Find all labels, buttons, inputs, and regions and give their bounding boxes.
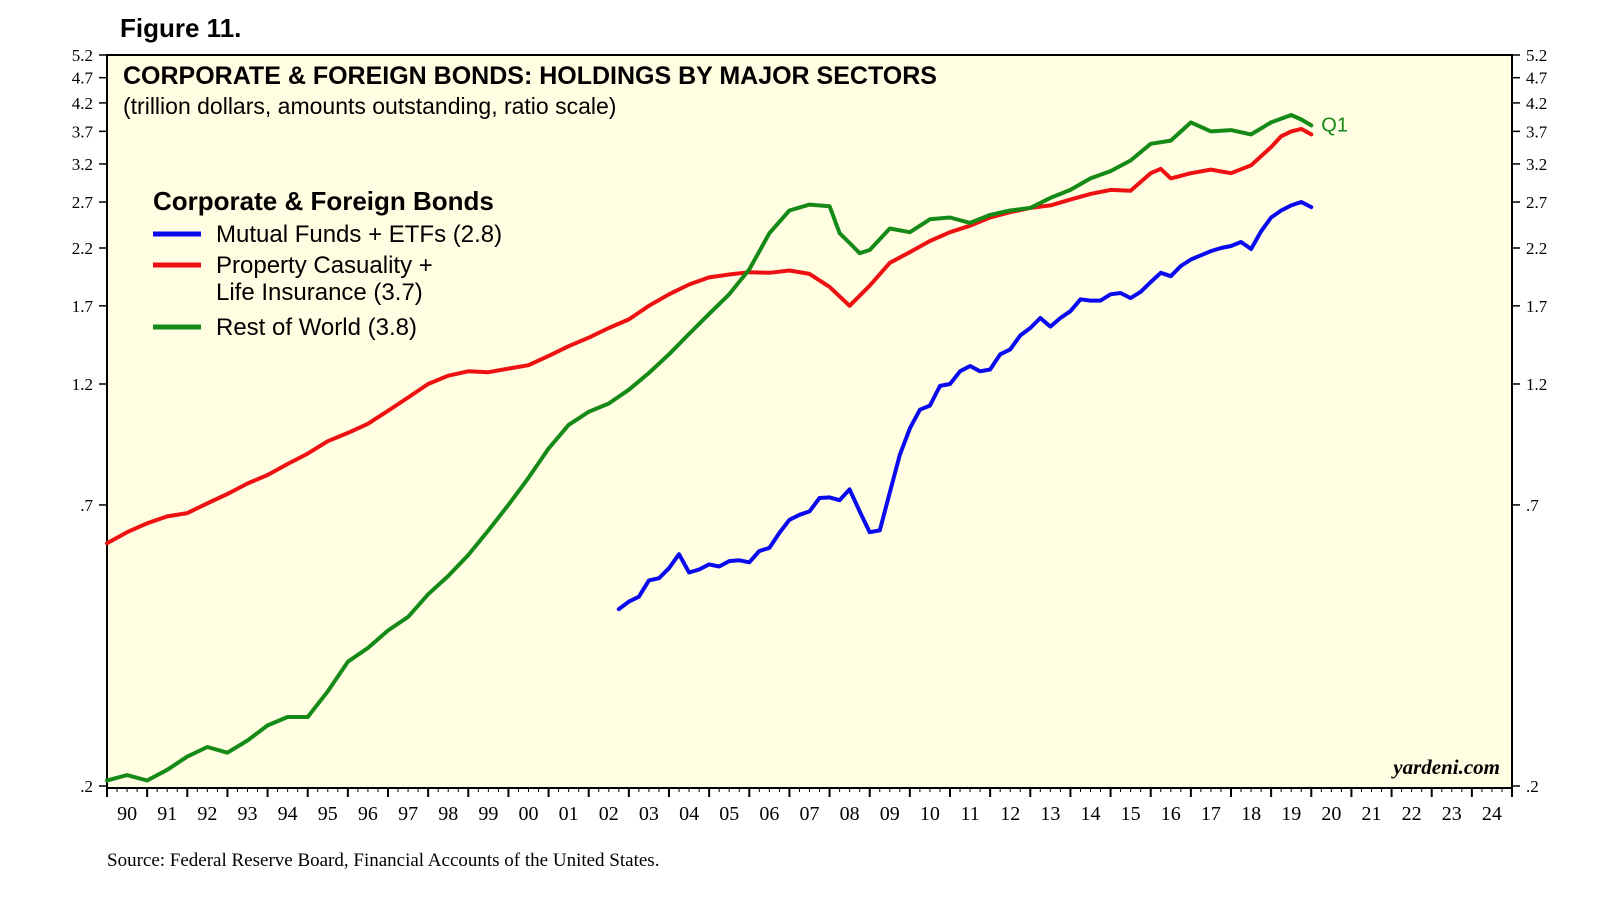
x-tick-label: 10 [920, 803, 940, 825]
y-tick-label-right: 1.2 [1526, 375, 1547, 394]
legend-label-mutual-funds: Mutual Funds + ETFs (2.8) [216, 221, 502, 248]
series-line-property-casuality-life-insurance [105, 126, 1314, 546]
q1-annotation: Q1 [1321, 114, 1348, 136]
x-tick-label: 12 [1000, 803, 1020, 825]
y-tick-label-left: 2.7 [72, 193, 94, 212]
x-tick-label: 96 [358, 803, 378, 825]
x-tick-label: 00 [519, 803, 539, 825]
x-tick-label: 23 [1442, 803, 1462, 825]
figure-label: Figure 11. [120, 13, 241, 43]
x-tick-label: 22 [1402, 803, 1422, 825]
x-tick-label: 13 [1040, 803, 1060, 825]
y-tick-label-left: 5.2 [72, 46, 93, 65]
x-tick-label: 94 [278, 803, 298, 825]
x-tick-label: 21 [1362, 803, 1382, 825]
x-tick-label: 17 [1201, 803, 1221, 825]
y-tick-label-left: 1.2 [72, 375, 93, 394]
legend-title: Corporate & Foreign Bonds [153, 186, 494, 216]
y-tick-label-left: 3.2 [72, 155, 93, 174]
axes: .2 .2 .7 .7 1.2 1.2 1.7 1.7 2.2 2.2 2.7 2.7 3.2 3.2 3.… [72, 46, 1548, 825]
x-tick-label: 05 [719, 803, 739, 825]
series-lines [105, 113, 1314, 783]
y-tick-label-right: 4.2 [1526, 94, 1547, 113]
y-tick-label-left: 1.7 [72, 297, 94, 316]
y-tick-label-right: 3.2 [1526, 155, 1547, 174]
x-tick-label: 18 [1241, 803, 1261, 825]
x-tick-label: 92 [197, 803, 217, 825]
x-tick-label: 97 [398, 803, 418, 825]
y-tick-label-right: 4.7 [1526, 69, 1548, 88]
source-note: Source: Federal Reserve Board, Financial… [107, 850, 659, 871]
x-tick-label: 15 [1121, 803, 1141, 825]
x-tick-label: 16 [1161, 803, 1181, 825]
y-tick-label-right: 1.7 [1526, 297, 1548, 316]
plot-area [106, 54, 1513, 789]
x-tick-label: 04 [679, 803, 699, 825]
x-tick-label: 02 [599, 803, 619, 825]
y-tick-label-right: 2.7 [1526, 193, 1548, 212]
x-tick-label: 09 [880, 803, 900, 825]
series-line-rest-of-world [105, 113, 1314, 783]
x-tick-label: 06 [759, 803, 779, 825]
y-tick-label-left: 4.7 [72, 69, 94, 88]
legend-label-rest-of-world: Rest of World (3.8) [216, 314, 417, 341]
y-tick-label-right: .7 [1526, 496, 1539, 515]
legend: Corporate & Foreign Bonds Mutual Funds +… [153, 186, 502, 341]
x-tick-label: 20 [1321, 803, 1341, 825]
y-tick-label-left: 4.2 [72, 94, 93, 113]
x-tick-label: 91 [157, 803, 177, 825]
x-tick-label: 07 [800, 803, 820, 825]
y-tick-label-left: .2 [80, 777, 93, 796]
y-tick-label-right: .2 [1526, 777, 1539, 796]
y-tick-label-right: 2.2 [1526, 239, 1547, 258]
x-tick-label: 11 [960, 803, 979, 825]
y-tick-label-left: 2.2 [72, 239, 93, 258]
x-tick-label: 03 [639, 803, 659, 825]
x-tick-label: 90 [117, 803, 137, 825]
x-tick-label: 93 [238, 803, 258, 825]
x-tick-label: 99 [478, 803, 498, 825]
x-tick-label: 95 [318, 803, 338, 825]
y-tick-label-right: 3.7 [1526, 122, 1548, 141]
legend-label-insurance-line1: Property Casuality + [216, 252, 433, 279]
x-tick-label: 08 [840, 803, 860, 825]
x-tick-label: 24 [1482, 803, 1502, 825]
x-tick-label: 19 [1281, 803, 1301, 825]
y-tick-label-right: 5.2 [1526, 46, 1547, 65]
legend-label-insurance-line2: Life Insurance (3.7) [216, 279, 423, 306]
x-tick-label: 01 [559, 803, 579, 825]
x-tick-label: 14 [1081, 803, 1101, 825]
chart-subtitle: (trillion dollars, amounts outstanding, … [123, 93, 616, 119]
y-tick-label-left: 3.7 [72, 122, 94, 141]
y-tick-label-left: .7 [80, 496, 93, 515]
chart-title: CORPORATE & FOREIGN BONDS: HOLDINGS BY M… [123, 62, 937, 90]
watermark: yardeni.com [1390, 755, 1500, 779]
x-tick-label: 98 [438, 803, 458, 825]
series-line-mutual-funds-etfs [616, 200, 1314, 612]
